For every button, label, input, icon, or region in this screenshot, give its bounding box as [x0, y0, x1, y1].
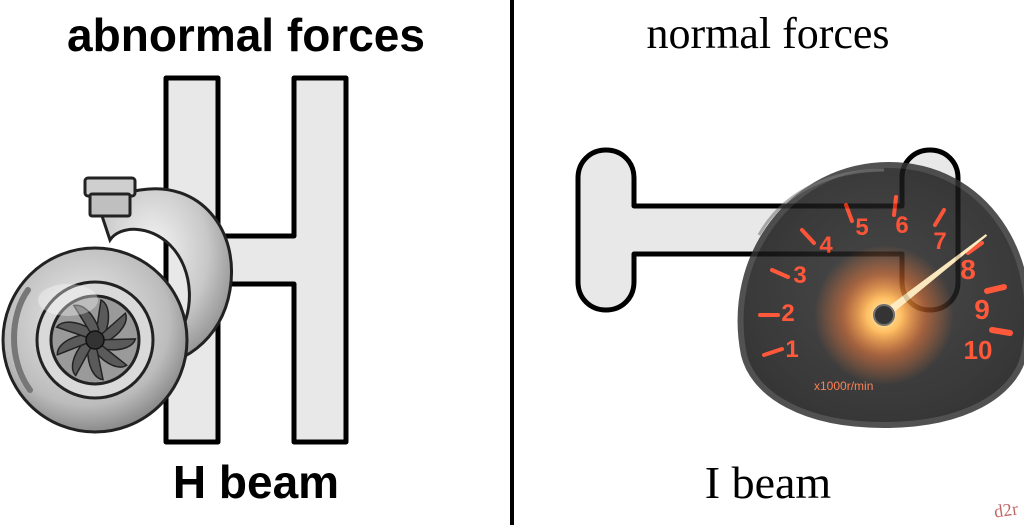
right-panel: normal forces	[512, 0, 1024, 525]
svg-text:6: 6	[895, 212, 908, 239]
tachometer-icon: 1 2 3 4 5 6 7 8 9 10 x1000r/min	[714, 145, 1024, 445]
comparison-frame: abnormal forces	[0, 0, 1024, 525]
right-bottom-label: I beam	[512, 456, 1024, 509]
signature: d2r	[993, 498, 1020, 522]
turbocharger-icon	[0, 150, 250, 450]
left-top-label: abnormal forces	[0, 8, 502, 62]
left-bottom-label: H beam	[0, 455, 512, 509]
svg-text:9: 9	[974, 294, 990, 325]
svg-text:7: 7	[933, 228, 946, 255]
svg-text:3: 3	[793, 262, 806, 289]
svg-text:1: 1	[785, 336, 798, 363]
svg-text:8: 8	[960, 254, 976, 285]
left-panel: abnormal forces	[0, 0, 512, 525]
svg-text:4: 4	[819, 232, 833, 259]
svg-text:5: 5	[855, 214, 868, 241]
svg-text:2: 2	[781, 300, 794, 327]
right-top-label: normal forces	[512, 8, 1024, 59]
svg-text:10: 10	[964, 335, 993, 365]
